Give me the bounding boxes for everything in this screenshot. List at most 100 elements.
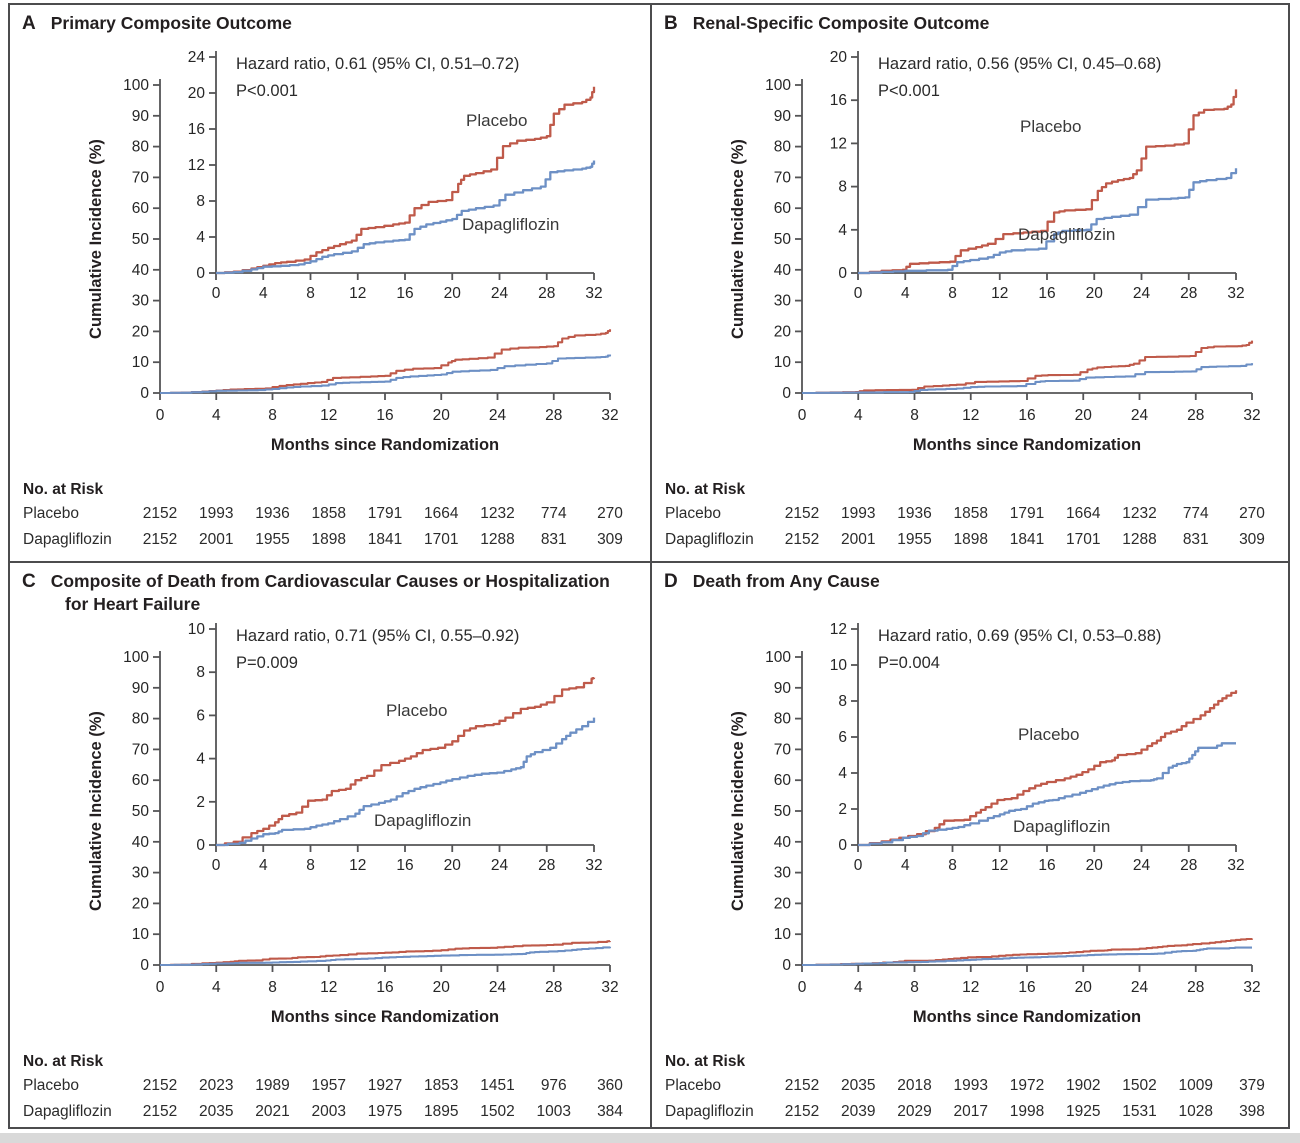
placebo-curve-label: Placebo: [1018, 725, 1080, 744]
inset-x-tick-label: 4: [901, 285, 910, 302]
outer-x-tick-label: 32: [1243, 407, 1260, 424]
risk-value: 2152: [784, 531, 820, 548]
outer-x-tick-label: 16: [376, 979, 393, 996]
inset-x-tick-label: 0: [212, 857, 221, 874]
p-value-text: P=0.004: [878, 654, 940, 672]
y-axis-title: Cumulative Incidence (%): [729, 711, 747, 911]
risk-value: 2018: [897, 1077, 932, 1094]
risk-value: 398: [1239, 1103, 1265, 1120]
risk-value: 1841: [367, 531, 403, 548]
inset-x-tick-label: 8: [306, 285, 315, 302]
risk-value: 1936: [255, 505, 290, 522]
inset-y-tick-label: 6: [838, 729, 847, 746]
risk-value: 1853: [424, 1077, 459, 1094]
risk-value: 1701: [1066, 531, 1101, 548]
inset-x-tick-label: 24: [491, 285, 509, 302]
risk-value: 2003: [311, 1103, 346, 1120]
p-value-text: P<0.001: [236, 82, 298, 100]
risk-value: 2152: [142, 505, 178, 522]
inset-y-tick-label: 24: [188, 49, 206, 66]
risk-value: 1993: [953, 1077, 988, 1094]
outer-x-tick-label: 16: [376, 407, 393, 424]
panel-c: 0 10 20 30 40 50 60 70 80 90 100 0 4 8 12 16 20 24 28 32 0 2 4…: [10, 563, 650, 1127]
outer-y-tick-label: 20: [774, 323, 792, 340]
risk-value: 270: [1239, 505, 1265, 522]
outer-x-tick-label: 12: [962, 979, 979, 996]
outer-y-tick-label: 0: [140, 385, 149, 402]
risk-value: 270: [597, 505, 623, 522]
risk-value: 1003: [536, 1103, 571, 1120]
dapagliflozin-curve-inset: [216, 160, 596, 275]
dapagliflozin-curve-label: Dapagliflozin: [374, 811, 472, 830]
outer-x-tick-label: 0: [798, 979, 807, 996]
risk-table-header: No. at Risk: [23, 481, 104, 498]
outer-y-tick-label: 40: [774, 834, 792, 851]
inset-x-tick-label: 16: [1038, 285, 1055, 302]
risk-value: 1502: [480, 1103, 515, 1120]
inset-y-tick-label: 12: [188, 157, 205, 174]
dapagliflozin-curve-outer: [802, 946, 1252, 967]
inset-y-tick-label: 2: [196, 794, 205, 811]
dapagliflozin-curve-inset: [858, 742, 1236, 847]
panel-letter: B: [664, 13, 678, 34]
risk-value: 1998: [1009, 1103, 1045, 1120]
vertical-divider: [650, 5, 652, 1127]
hazard-annotation: Hazard ratio, 0.71 (95% CI, 0.55–0.92) P…: [236, 623, 519, 677]
dapagliflozin-curve-label: Dapagliflozin: [462, 215, 560, 234]
outer-x-tick-label: 24: [489, 407, 507, 424]
risk-value: 360: [597, 1077, 623, 1094]
inset-x-tick-label: 28: [538, 285, 555, 302]
inset-x-tick-label: 4: [901, 857, 910, 874]
x-axis-title: Months since Randomization: [912, 436, 1142, 454]
inset-x-tick-label: 12: [349, 285, 366, 302]
risk-value: 2152: [142, 1103, 178, 1120]
outer-y-tick-label: 60: [774, 772, 792, 789]
panel-d: 0 10 20 30 40 50 60 70 80 90 100 0 4 8 12 16 20 24 28 32 0 2 4…: [652, 563, 1292, 1127]
risk-value: 831: [1182, 531, 1209, 548]
outer-y-tick-label: 30: [132, 293, 150, 310]
outer-x-tick-label: 12: [962, 407, 979, 424]
outer-y-tick-label: 70: [774, 741, 792, 758]
outer-y-tick-label: 100: [765, 649, 791, 666]
outer-y-tick-label: 50: [132, 803, 150, 820]
placebo-curve-outer: [802, 937, 1254, 967]
risk-value: 2029: [897, 1103, 932, 1120]
inset-x-tick-label: 32: [1227, 285, 1244, 302]
dapagliflozin-curve-outer: [160, 946, 612, 967]
panel-letter: A: [22, 13, 36, 34]
outer-y-tick-label: 100: [123, 649, 149, 666]
inset-x-tick-label: 24: [491, 857, 509, 874]
risk-value: 1957: [311, 1077, 346, 1094]
outer-y-tick-label: 60: [132, 200, 150, 217]
outer-x-tick-label: 8: [910, 979, 919, 996]
placebo-curve-outer: [160, 940, 612, 967]
panel-title-line2: for Heart Failure: [65, 594, 201, 614]
inset-x-tick-label: 16: [396, 857, 413, 874]
inset-y-tick-label: 0: [838, 837, 847, 854]
outer-y-tick-label: 80: [774, 139, 792, 156]
inset-y-tick-label: 16: [830, 92, 847, 109]
outer-x-tick-label: 32: [601, 407, 618, 424]
risk-value: 2021: [255, 1103, 290, 1120]
panel-title-text: Composite of Death from Cardiovascular C…: [50, 571, 610, 591]
inset-x-tick-label: 8: [306, 857, 315, 874]
placebo-curve-label: Placebo: [466, 111, 528, 130]
inset-x-tick-label: 28: [538, 857, 555, 874]
inset-y-tick-label: 6: [196, 707, 205, 724]
panel-b: 0 10 20 30 40 50 60 70 80 90 100 0 4 8 12 16 20 24 28 32 0 4 8…: [652, 5, 1292, 561]
outer-x-tick-label: 24: [1131, 407, 1149, 424]
y-axis-title: Cumulative Incidence (%): [729, 139, 747, 339]
risk-value: 774: [1182, 505, 1209, 522]
risk-value: 309: [1239, 531, 1265, 548]
outer-x-tick-label: 32: [1243, 979, 1260, 996]
outer-y-tick-label: 70: [132, 169, 150, 186]
outer-y-tick-label: 70: [774, 169, 792, 186]
outer-x-tick-label: 16: [1018, 407, 1035, 424]
risk-value: 2039: [841, 1103, 876, 1120]
outer-y-tick-label: 40: [774, 262, 792, 279]
outer-x-tick-label: 32: [601, 979, 618, 996]
risk-row-label: Placebo: [23, 505, 80, 522]
risk-value: 1028: [1178, 1103, 1213, 1120]
inset-x-tick-label: 4: [259, 285, 268, 302]
